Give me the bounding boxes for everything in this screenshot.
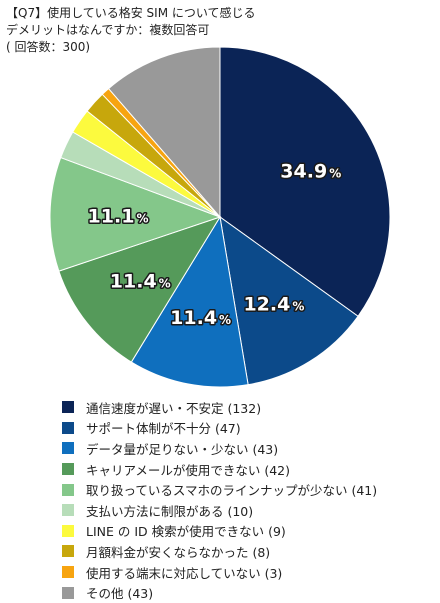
- title-line-3: ( 回答数：300): [6, 40, 91, 54]
- legend-swatch: [62, 545, 74, 558]
- legend-swatch: [62, 421, 74, 434]
- legend-label: サポート体制が不十分 (47): [86, 421, 241, 437]
- title-line-2: デメリットはなんですか：複数回答可: [6, 23, 210, 37]
- legend-label: 通信速度が遅い・不安定 (132): [86, 400, 262, 416]
- legend-label: 支払い方法に制限がある (10): [86, 503, 254, 519]
- legend-item-10: その他 (43): [62, 582, 377, 603]
- slice-label-3: 11.4%: [170, 307, 231, 329]
- legend-swatch: [62, 463, 74, 476]
- slice-label-5: 11.1%: [88, 205, 149, 227]
- chart-title: 【Q7】使用している格安 SIM について感じる デメリットはなんですか：複数回…: [6, 5, 256, 56]
- legend-label: キャリアメールが使用できない (42): [86, 462, 291, 478]
- pie-slice-10: [107, 46, 221, 219]
- legend-item-4: キャリアメールが使用できない (42): [62, 459, 377, 480]
- legend-swatch: [62, 442, 74, 455]
- legend-label: 取り扱っているスマホのラインナップが少ない (41): [86, 483, 378, 499]
- legend-swatch: [62, 524, 74, 537]
- slice-label-4: 11.4%: [110, 271, 171, 293]
- legend: 通信速度が遅い・不安定 (132) サポート体制が不十分 (47) データ量が足りな…: [62, 397, 377, 603]
- title-line-1: 【Q7】使用している格安 SIM について感じる: [6, 6, 256, 20]
- legend-label: LINE の ID 検索が使用できない (9): [86, 524, 286, 540]
- legend-item-1: 通信速度が遅い・不安定 (132): [62, 397, 377, 418]
- legend-swatch: [62, 566, 74, 579]
- pie-slice-3: [130, 215, 249, 388]
- legend-swatch: [62, 483, 74, 496]
- pie-chart: 34.9 % 12.4 % 11.4 % 11.4 % 11.1%: [49, 46, 391, 388]
- legend-item-2: サポート体制が不十分 (47): [62, 418, 377, 439]
- legend-label: 月額料金が安くならなかった (8): [86, 544, 271, 560]
- legend-label: その他 (43): [86, 586, 154, 602]
- legend-item-7: LINE の ID 検索が使用できない (9): [62, 521, 377, 542]
- legend-swatch: [62, 504, 74, 517]
- legend-item-9: 使用する端末に対応していない (3): [62, 562, 377, 583]
- pie-slice-1: [219, 46, 391, 317]
- legend-item-5: 取り扱っているスマホのラインナップが少ない (41): [62, 479, 377, 500]
- legend-item-3: データ量が足りない・少ない (43): [62, 438, 377, 459]
- slice-label-1: 34.9%: [280, 160, 341, 182]
- slice-label-2: 12.4%: [243, 294, 304, 316]
- pie-slice-5: [49, 156, 222, 272]
- legend-swatch: [62, 586, 74, 599]
- pie-slice-2: [219, 215, 359, 386]
- legend-item-8: 月額料金が安くならなかった (8): [62, 541, 377, 562]
- legend-label: データ量が足りない・少ない (43): [86, 441, 279, 457]
- legend-item-6: 支払い方法に制限がある (10): [62, 500, 377, 521]
- legend-label: 使用する端末に対応していない (3): [86, 565, 283, 581]
- pie-slice-4: [58, 216, 222, 363]
- legend-swatch: [62, 401, 74, 414]
